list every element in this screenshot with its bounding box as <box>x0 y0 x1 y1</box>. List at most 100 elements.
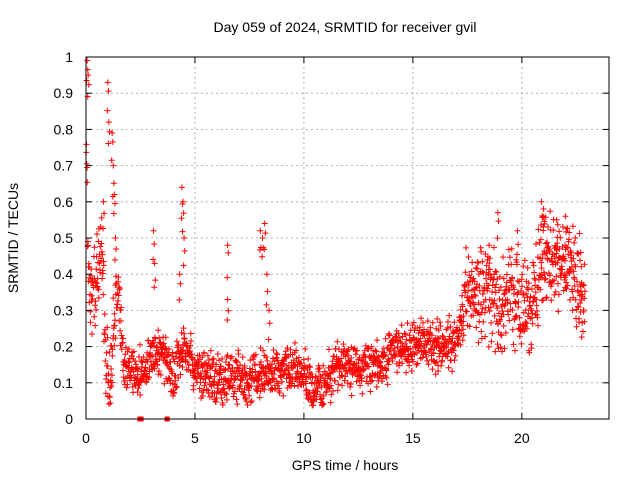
data-point <box>173 338 180 345</box>
data-point <box>569 288 576 295</box>
data-point <box>518 287 525 294</box>
data-point <box>210 378 217 385</box>
data-point <box>259 235 266 241</box>
data-point <box>329 388 336 395</box>
data-point <box>401 330 408 337</box>
y-tick-label: 0.6 <box>54 194 74 210</box>
data-point <box>332 377 339 384</box>
data-point <box>313 393 320 400</box>
data-point <box>243 398 250 405</box>
data-point <box>151 241 158 248</box>
data-point <box>543 250 550 257</box>
data-point <box>537 286 544 293</box>
data-point <box>564 244 571 251</box>
data-point <box>114 301 121 308</box>
data-points <box>83 57 588 422</box>
data-point <box>125 358 132 365</box>
data-point <box>532 311 539 318</box>
data-point <box>178 215 185 222</box>
data-point <box>247 357 254 364</box>
data-point <box>303 373 310 380</box>
data-point <box>204 352 211 359</box>
data-point <box>455 333 462 340</box>
data-point <box>479 258 486 265</box>
data-point <box>297 360 304 367</box>
data-point <box>155 367 162 374</box>
data-point <box>543 294 550 301</box>
data-point <box>502 329 509 336</box>
data-point <box>419 319 426 326</box>
data-point <box>451 319 458 326</box>
data-point <box>463 244 470 251</box>
data-point <box>88 292 95 299</box>
data-point <box>137 391 144 398</box>
data-point <box>276 389 283 396</box>
data-point <box>234 401 241 408</box>
data-point <box>395 330 402 337</box>
data-point <box>170 392 177 399</box>
data-point <box>571 276 578 283</box>
data-point <box>474 265 481 272</box>
data-point <box>257 227 264 234</box>
data-point <box>459 292 466 299</box>
data-point <box>336 368 343 375</box>
data-point <box>564 225 571 232</box>
data-point <box>98 248 105 255</box>
data-point <box>117 318 124 325</box>
data-point <box>483 275 490 282</box>
data-point <box>457 306 464 313</box>
data-point <box>534 308 541 315</box>
data-point <box>134 371 141 378</box>
data-point <box>499 348 506 355</box>
data-point <box>508 245 515 252</box>
data-point <box>508 261 515 268</box>
data-point <box>385 361 392 368</box>
data-point <box>186 345 193 352</box>
data-point <box>404 320 411 327</box>
data-point <box>157 371 164 378</box>
data-point <box>572 234 579 241</box>
data-point <box>338 372 345 379</box>
data-point <box>504 299 511 306</box>
data-point <box>450 347 457 354</box>
data-point <box>147 349 154 356</box>
data-point <box>162 345 169 352</box>
data-point <box>535 226 542 233</box>
data-point <box>328 391 335 398</box>
data-point <box>480 318 487 325</box>
y-tick-label: 0.2 <box>54 339 74 355</box>
data-point <box>542 214 549 221</box>
data-point <box>501 291 508 298</box>
data-point <box>318 374 325 381</box>
data-point <box>267 379 274 386</box>
data-point <box>542 240 549 247</box>
data-point <box>264 288 271 295</box>
data-point <box>532 289 539 296</box>
data-point <box>439 332 446 339</box>
data-point <box>406 362 413 369</box>
data-point <box>577 249 584 256</box>
data-point <box>125 345 132 352</box>
data-point <box>507 300 514 307</box>
data-point <box>180 262 187 269</box>
data-point <box>555 308 562 315</box>
data-point <box>570 268 577 275</box>
data-point <box>112 235 119 241</box>
data-point <box>377 359 384 366</box>
data-point <box>571 283 578 290</box>
data-point <box>252 351 259 358</box>
data-point <box>423 341 430 348</box>
data-point <box>226 383 233 390</box>
data-point <box>579 328 586 335</box>
data-point <box>260 363 267 370</box>
data-point <box>417 335 424 342</box>
data-point <box>328 382 335 389</box>
data-point <box>430 350 437 357</box>
data-point <box>409 358 416 365</box>
data-point <box>386 332 393 339</box>
data-point <box>105 400 112 407</box>
data-point <box>101 210 108 217</box>
data-point <box>521 257 528 264</box>
data-point <box>365 363 372 370</box>
data-point <box>374 362 381 369</box>
